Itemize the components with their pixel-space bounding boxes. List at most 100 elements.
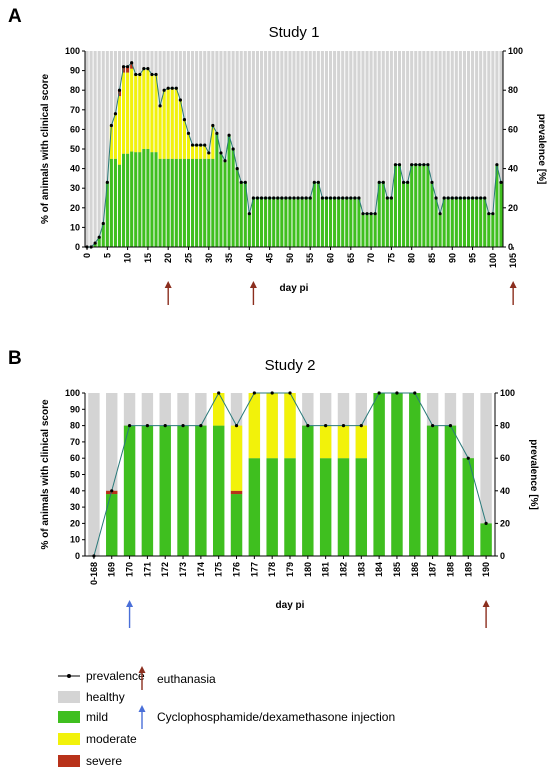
legend-mild-swatch — [58, 711, 80, 723]
study1-prevalence-point — [93, 241, 97, 245]
study2-prevalence-point — [288, 391, 292, 395]
study1-bar-healthy — [97, 51, 101, 247]
study1-bar-healthy — [479, 51, 483, 247]
study1-x-tick-label: 35 — [224, 253, 234, 263]
study1-bar-mild — [475, 198, 479, 247]
study1-prevalence-point — [215, 131, 219, 135]
study1-bar-healthy — [406, 51, 410, 247]
study1-y-tick-label: 20 — [70, 203, 80, 213]
study2-bar-mild — [426, 425, 439, 556]
study2-x-tick-label: 0-168 — [89, 562, 99, 585]
study1-bar-mild — [450, 198, 454, 247]
study1-bar-moderate — [203, 145, 207, 159]
study1-bar-moderate — [170, 88, 174, 159]
study1-prevalence-point — [434, 196, 438, 200]
study1-bar-mild — [393, 164, 397, 247]
study1-prevalence-point — [134, 72, 138, 77]
study2-x-tick-label: 170 — [125, 562, 135, 577]
study1-bar-healthy — [255, 51, 260, 247]
study2-prevalence-point — [484, 521, 488, 526]
study1-bar-healthy — [462, 51, 466, 247]
study1-bar-mild — [320, 198, 324, 247]
study1-bar-mild — [239, 182, 243, 247]
study2-x-tick-label: 179 — [285, 562, 295, 577]
study1-y-tick-label: 40 — [70, 164, 80, 174]
study1-prevalence-point — [337, 196, 341, 200]
study1-title: Study 1 — [269, 24, 320, 41]
study1-prevalence-point — [272, 196, 276, 200]
study1-bar-mild — [454, 198, 458, 247]
study1-bar-mild — [406, 182, 410, 247]
study1-bar-moderate — [122, 72, 126, 154]
study1-prevalence-point — [466, 196, 471, 200]
study1-bar-mild — [324, 198, 328, 247]
study1-bar-mild — [162, 158, 166, 247]
study1-bar-mild — [495, 164, 499, 247]
study1-bar-healthy — [499, 51, 503, 247]
study1-bar-healthy — [320, 51, 324, 247]
study2-bar-severe — [230, 490, 243, 495]
study1-bar-mild — [466, 198, 471, 247]
study1-prevalence-point — [438, 212, 442, 216]
study1-bar-healthy — [207, 51, 211, 247]
study1-x-tick-label: 25 — [183, 253, 193, 263]
study2-bar-moderate — [319, 425, 332, 459]
study1-prevalence-point — [207, 151, 211, 155]
study1-prevalence-point — [389, 196, 393, 200]
study1-bar-mild — [251, 198, 255, 247]
study1-prevalence-point — [85, 245, 89, 249]
study1-bar-healthy — [243, 51, 247, 247]
study1-bar-mild — [203, 158, 207, 247]
study1-prevalence-point — [182, 118, 187, 122]
study2-bar-mild — [373, 393, 385, 556]
study1-bar-moderate — [138, 74, 142, 153]
injection-arrow-icon-head — [126, 600, 134, 607]
study1-prevalence-point — [341, 196, 345, 200]
study1-x-tick-label: 5 — [102, 253, 112, 258]
study2-y-tick-label: 70 — [70, 437, 80, 447]
study1-bar-mild — [458, 198, 462, 247]
study2-bar-mild — [230, 494, 243, 556]
study2-y-tick-label: 80 — [70, 421, 80, 431]
study1-bar-mild — [264, 198, 268, 247]
study2-x-tick-label: 185 — [392, 562, 402, 577]
study1-bar-moderate — [182, 119, 186, 159]
study1-bar-mild — [471, 198, 475, 247]
study1-x-tick-label: 80 — [407, 253, 417, 263]
euthanasia-arrow-icon — [164, 281, 172, 305]
study1-bar-mild — [426, 164, 430, 247]
study2-bar-mild — [355, 458, 368, 556]
study1-bar-moderate — [146, 68, 150, 149]
study1-bar-mild — [304, 198, 308, 247]
study1-bar-mild — [97, 237, 101, 247]
study1-prevalence-point — [470, 196, 475, 200]
study1-y2-tick-label: 0 — [508, 242, 513, 252]
legend-label-euthanasia: euthanasia — [157, 672, 216, 686]
study1-prevalence-point — [393, 163, 398, 167]
study2-x-tick-label: 190 — [481, 562, 491, 577]
study1-prevalence-point — [410, 163, 414, 167]
study1-ylabel: % of animals with clinical score — [40, 74, 51, 224]
study1-bar-healthy — [276, 51, 280, 247]
study1-bar-mild — [345, 198, 349, 247]
study2-prevalence-point — [324, 424, 328, 428]
study1-bar-healthy — [251, 51, 255, 247]
study2-bar-mild — [266, 458, 278, 556]
study1-bar-healthy — [284, 51, 288, 247]
study1-bar-healthy — [235, 51, 239, 247]
study1-bar-mild — [402, 182, 406, 247]
study2-prevalence-point — [270, 391, 274, 395]
study1-bar-healthy — [454, 51, 458, 247]
study1-prevalence-point — [138, 72, 142, 77]
study1-bar-mild — [150, 152, 154, 247]
study2-bar-mild — [409, 393, 421, 556]
study1-prevalence-point — [251, 196, 256, 200]
study1-prevalence-point — [450, 196, 454, 200]
study1-prevalence-point — [304, 196, 308, 200]
study2-prevalence-point — [341, 424, 346, 428]
study1-bar-moderate — [191, 145, 195, 159]
study2-bar-mild — [284, 458, 296, 556]
study1-bar-mild — [296, 198, 300, 247]
study1-y2-tick-label: 100 — [508, 46, 523, 56]
study2-ylabel: % of animals with clinical score — [40, 399, 51, 549]
